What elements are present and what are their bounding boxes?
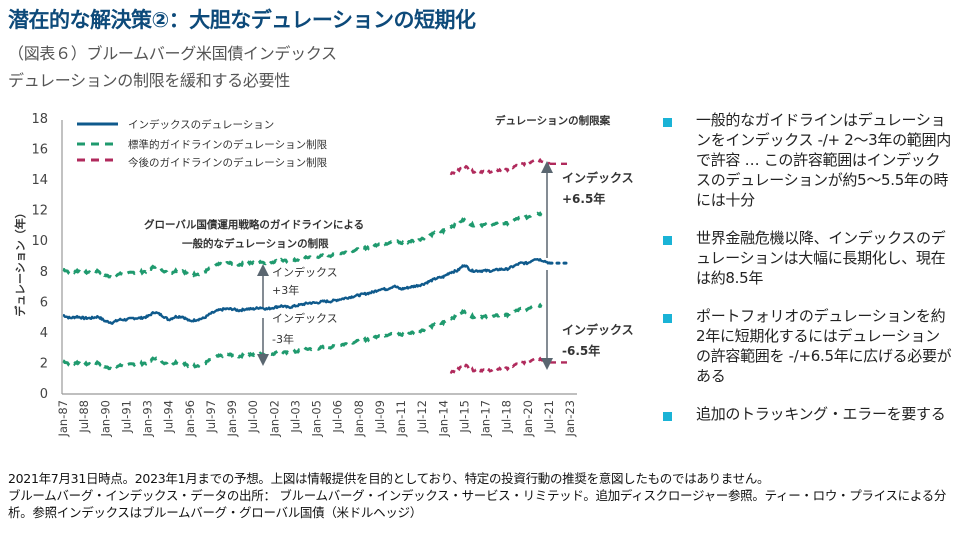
x-tick-label: Jul-21 — [542, 400, 556, 434]
annotation-proposal-title: デュレーションの制限案 — [495, 114, 611, 127]
x-tick-label: Jan-11 — [394, 400, 408, 438]
legend: インデックスのデュレーション 標準的ガイドラインのデュレーション制限 今後のガイ… — [77, 118, 328, 169]
index-duration-line — [62, 258, 551, 325]
annotation-guideline-line1: グローバル国債運用戦略のガイドラインによる — [144, 218, 364, 231]
chart-subtitle: デュレーションの制限を緩和する必要性 — [8, 71, 290, 90]
series-layer — [62, 157, 572, 374]
x-tick-label: Jul-12 — [415, 400, 429, 434]
annotation-minus3-line2: -3年 — [272, 332, 294, 346]
x-tick-label: Jul-00 — [246, 400, 260, 434]
footnote-line2: ブルームバーグ・インデックス・データの出所： ブルームバーグ・インデックス・サー… — [8, 488, 947, 520]
bullet-text: 一般的なガイドラインはデュレーションをインデックス -/+ 2～3年の範囲内で許… — [696, 111, 951, 209]
annotation-guideline-line2: 一般的なデュレーションの制限 — [182, 237, 329, 250]
bullet-text: ポートフォリオのデュレーションを約2年に短期化するにはデュレーションの許容範囲を… — [696, 307, 952, 385]
y-tick-label: 4 — [40, 326, 48, 341]
x-tick-label: Jan-17 — [479, 400, 493, 438]
bullet-text: 追加のトラッキング・エラーを要する — [696, 405, 946, 423]
x-tick-label: Jan-20 — [521, 400, 535, 438]
footnote-line1: 2021年7月31日時点。2023年1月までの予想。上図は情報提供を目的としてお… — [8, 471, 770, 486]
x-tick-label: Jan-96 — [183, 400, 197, 438]
annotation-minus65-line2: -6.5年 — [562, 343, 600, 358]
annotation-minus65-line1: インデックス — [562, 322, 634, 337]
annotation-plus3-line2: +3年 — [272, 283, 299, 297]
x-tick-label: Jan-02 — [267, 400, 281, 438]
bullet-square-icon — [663, 236, 672, 245]
footnote: 2021年7月31日時点。2023年1月までの予想。上図は情報提供を目的としてお… — [8, 470, 958, 521]
y-tick-label: 18 — [31, 112, 48, 127]
x-tick-label: Jul-15 — [457, 400, 471, 434]
x-tick-label: Jul-18 — [500, 400, 514, 434]
x-tick-label: Jan-14 — [436, 400, 450, 438]
y-axis-label: デュレーション（年） — [13, 207, 27, 317]
legend-label-index: インデックスのデュレーション — [128, 118, 274, 131]
annotation-plus3-line1: インデックス — [272, 265, 338, 279]
duration-chart: 0 2 4 6 8 10 12 14 16 18 Jan-87 Jul-88 Jan-90 Jul-91… — [13, 112, 634, 438]
y-tick-label: 0 — [40, 387, 48, 402]
y-tick-label: 16 — [31, 143, 48, 158]
y-tick-label: 8 — [40, 265, 48, 280]
bullet-square-icon — [663, 314, 672, 323]
bullet-square-icon — [663, 412, 672, 421]
x-tick-label: Jan-23 — [563, 400, 577, 438]
future-upper-limit-line — [449, 157, 551, 176]
chart-caption: （図表６）ブルームバーグ米国債インデックス — [8, 44, 337, 63]
x-axis-ticks: Jan-87 Jul-88 Jan-90 Jul-91 Jan-93 Jul-94 Jan-… — [56, 400, 577, 438]
x-tick-label: Jul-06 — [331, 400, 345, 434]
annotation-plus65-line1: インデックス — [562, 170, 634, 185]
legend-label-future: 今後のガイドラインのデュレーション制限 — [128, 156, 328, 169]
x-tick-label: Jul-91 — [119, 400, 133, 434]
bullet-item: 追加のトラッキング・エラーを要する — [663, 404, 953, 424]
x-tick-label: Jul-03 — [288, 400, 302, 434]
annotation-minus3-line1: インデックス — [272, 311, 338, 325]
x-tick-label: Jan-93 — [141, 400, 155, 438]
bullet-item: ポートフォリオのデュレーションを約2年に短期化するにはデュレーションの許容範囲を… — [663, 306, 953, 386]
bullet-square-icon — [663, 118, 672, 127]
y-axis-ticks: 0 2 4 6 8 10 12 14 16 18 — [31, 112, 48, 402]
x-tick-label: Jul-97 — [204, 400, 218, 434]
legend-label-standard: 標準的ガイドラインのデュレーション制限 — [128, 138, 328, 151]
y-tick-label: 6 — [40, 295, 48, 310]
x-tick-label: Jan-99 — [225, 400, 239, 438]
x-tick-label: Jul-88 — [77, 400, 91, 434]
x-tick-label: Jul-09 — [373, 400, 387, 434]
x-tick-label: Jan-87 — [56, 400, 70, 438]
y-tick-label: 14 — [31, 173, 48, 188]
bullet-item: 世界金融危機以降、インデックスのデュレーションは大幅に長期化し、現在は約8.5年 — [663, 228, 953, 288]
x-tick-label: Jan-08 — [352, 400, 366, 438]
x-tick-label: Jul-94 — [162, 400, 176, 434]
x-tick-label: Jan-90 — [98, 400, 112, 438]
x-tick-label: Jan-05 — [310, 400, 324, 438]
bullet-item: 一般的なガイドラインはデュレーションをインデックス -/+ 2～3年の範囲内で許… — [663, 110, 953, 210]
y-tick-label: 10 — [31, 234, 48, 249]
future-lower-limit-line — [449, 356, 551, 374]
bullet-list: 一般的なガイドラインはデュレーションをインデックス -/+ 2～3年の範囲内で許… — [663, 110, 953, 442]
annotation-plus65-line2: +6.5年 — [562, 191, 605, 206]
y-tick-label: 2 — [40, 356, 48, 371]
standard-upper-limit-line — [62, 211, 543, 280]
bullet-text: 世界金融危機以降、インデックスのデュレーションは大幅に長期化し、現在は約8.5年 — [696, 229, 946, 287]
y-tick-label: 12 — [31, 204, 48, 219]
standard-lower-limit-line — [62, 302, 543, 372]
page-title: 潜在的な解決策②：大胆なデュレーションの短期化 — [8, 8, 476, 32]
